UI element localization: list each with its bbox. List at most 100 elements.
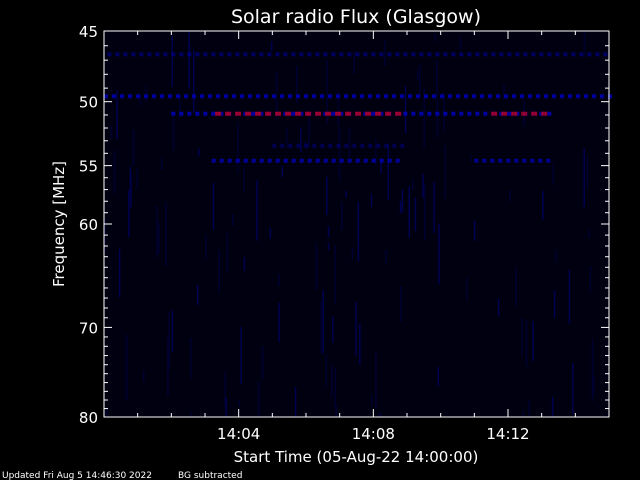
band-segment bbox=[480, 94, 484, 99]
noise-streak bbox=[422, 174, 424, 198]
band-segment bbox=[411, 111, 416, 116]
band-segment bbox=[592, 94, 596, 99]
band-segment bbox=[315, 111, 322, 116]
noise-streak bbox=[198, 148, 200, 157]
band-segment bbox=[459, 52, 464, 57]
noise-streak bbox=[348, 127, 351, 158]
band-segment bbox=[248, 94, 252, 99]
y-axis-label: Frequency [MHz] bbox=[50, 161, 68, 287]
band-segment bbox=[371, 111, 376, 116]
noise-streak bbox=[355, 302, 357, 356]
band-segment bbox=[419, 52, 424, 57]
band-segment bbox=[315, 52, 320, 57]
band-segment bbox=[491, 111, 498, 116]
band-segment bbox=[200, 94, 204, 99]
y-tick-label: 45 bbox=[79, 23, 98, 41]
band-segment bbox=[235, 158, 240, 163]
noise-streak bbox=[521, 317, 523, 356]
band-segment bbox=[507, 111, 512, 116]
band-segment bbox=[296, 143, 301, 148]
band-segment bbox=[435, 52, 440, 57]
band-segment bbox=[285, 111, 292, 116]
band-segment bbox=[280, 94, 284, 99]
noise-streak bbox=[110, 125, 113, 139]
band-segment bbox=[395, 158, 400, 163]
band-segment bbox=[160, 94, 164, 99]
band-segment bbox=[363, 158, 368, 163]
band-segment bbox=[251, 158, 256, 163]
y-tick-label: 80 bbox=[79, 409, 98, 427]
noise-streak bbox=[269, 228, 272, 239]
noise-streak bbox=[424, 184, 426, 241]
noise-streak bbox=[583, 148, 585, 208]
band-segment bbox=[424, 94, 428, 99]
band-segment bbox=[227, 158, 232, 163]
noise-streak bbox=[589, 266, 592, 293]
noise-streak bbox=[470, 154, 472, 163]
footer-updated: Updated Fri Aug 5 14:46:30 2022 bbox=[2, 471, 152, 480]
band-segment bbox=[328, 94, 332, 99]
band-segment bbox=[208, 94, 212, 99]
band-segment bbox=[464, 94, 468, 99]
band-segment bbox=[456, 94, 460, 99]
band-segment bbox=[179, 111, 184, 116]
band-segment bbox=[515, 52, 520, 57]
band-segment bbox=[232, 94, 236, 99]
noise-streak bbox=[399, 201, 402, 213]
noise-streak bbox=[129, 166, 132, 194]
noise-streak bbox=[139, 93, 142, 105]
band-segment bbox=[536, 94, 540, 99]
band-segment bbox=[408, 94, 412, 99]
band-segment bbox=[203, 52, 208, 57]
band-segment bbox=[443, 111, 448, 116]
noise-streak bbox=[258, 381, 260, 417]
band-segment bbox=[531, 52, 536, 57]
band-segment bbox=[523, 52, 528, 57]
band-segment bbox=[587, 52, 592, 57]
noise-streak bbox=[552, 164, 555, 185]
band-segment bbox=[291, 52, 296, 57]
noise-streak bbox=[379, 413, 381, 417]
band-segment bbox=[312, 143, 317, 148]
noise-streak bbox=[237, 122, 239, 173]
noise-streak bbox=[588, 229, 590, 238]
noise-streak bbox=[337, 91, 340, 127]
band-segment bbox=[227, 52, 232, 57]
band-segment bbox=[139, 52, 144, 57]
noise-streak bbox=[136, 168, 138, 189]
band-segment bbox=[443, 52, 448, 57]
band-segment bbox=[187, 111, 192, 116]
band-segment bbox=[120, 94, 124, 99]
noise-streak bbox=[243, 167, 245, 193]
noise-streak bbox=[325, 354, 328, 388]
band-segment bbox=[427, 111, 432, 116]
noise-streak bbox=[327, 243, 330, 251]
band-segment bbox=[400, 143, 405, 148]
band-segment bbox=[472, 94, 476, 99]
noise-streak bbox=[404, 86, 407, 134]
band-segment bbox=[275, 158, 280, 163]
noise-streak bbox=[353, 51, 355, 74]
band-segment bbox=[530, 158, 535, 163]
band-segment bbox=[368, 143, 373, 148]
noise-streak bbox=[240, 326, 242, 385]
band-segment bbox=[544, 94, 548, 99]
band-segment bbox=[600, 94, 604, 99]
noise-streak bbox=[385, 249, 387, 264]
band-segment bbox=[104, 94, 108, 99]
band-segment bbox=[211, 111, 216, 116]
noise-streak bbox=[437, 366, 439, 387]
noise-streak bbox=[218, 249, 220, 292]
band-segment bbox=[147, 52, 152, 57]
noise-streak bbox=[171, 35, 173, 87]
band-segment bbox=[168, 94, 172, 99]
noise-streak bbox=[205, 234, 207, 260]
noise-streak bbox=[116, 90, 118, 139]
noise-streak bbox=[167, 337, 169, 397]
x-tick-label: 14:12 bbox=[486, 425, 529, 443]
band-segment bbox=[184, 94, 188, 99]
band-segment bbox=[507, 52, 512, 57]
noise-streak bbox=[459, 36, 462, 51]
noise-streak bbox=[525, 319, 528, 367]
band-segment bbox=[576, 94, 580, 99]
